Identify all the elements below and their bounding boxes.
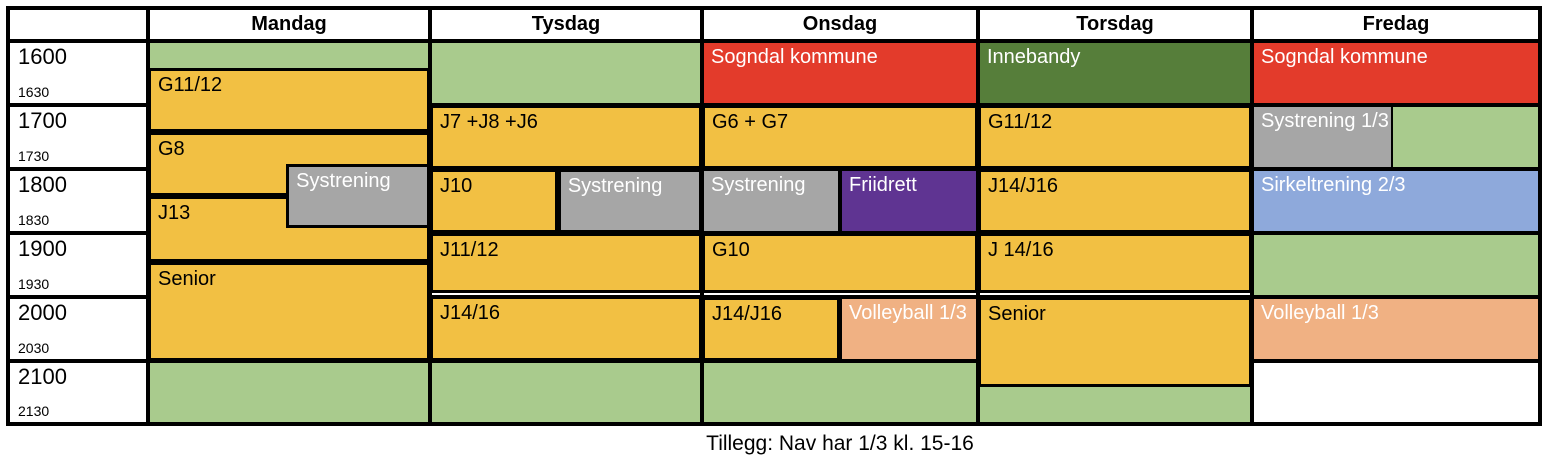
event-j14-j16: J14/J16 bbox=[978, 169, 1252, 233]
time-cell-1900: 1900 1930 bbox=[10, 235, 146, 295]
event-label: J14/J16 bbox=[988, 175, 1059, 197]
time-label-half: 1930 bbox=[18, 276, 50, 292]
column-tysdag: J7 +J8 +J6 J10 Systrening J11/12 J14/16 bbox=[430, 41, 702, 424]
cell-tysdag-2100 bbox=[432, 363, 700, 422]
event-label: J 14/16 bbox=[988, 239, 1054, 261]
event-label: Systrening bbox=[567, 175, 663, 197]
event-label: Sirkeltrening 2/3 bbox=[1261, 174, 1406, 196]
column-torsdag: Innebandy G11/12 J14/J16 J 14/16 Senior bbox=[978, 41, 1252, 424]
day-header-fredag: Fredag bbox=[1254, 10, 1538, 39]
event-label: G10 bbox=[712, 239, 750, 261]
time-label-half: 1830 bbox=[18, 212, 50, 228]
event-label: J11/12 bbox=[440, 239, 499, 261]
cell-mandag-2100 bbox=[150, 363, 428, 422]
cell-onsdag-2100 bbox=[704, 363, 976, 422]
event-label: Innebandy bbox=[987, 46, 1081, 68]
footer-note: Tillegg: Nav har 1/3 kl. 15-16 bbox=[706, 432, 974, 455]
event-label: Systrening bbox=[296, 169, 391, 192]
event-j14-16: J14/16 bbox=[430, 295, 702, 361]
event-label: G11/12 bbox=[988, 111, 1053, 133]
event-label: Systrening 1/3 bbox=[1261, 110, 1389, 132]
column-onsdag: Sogndal kommune G6 + G7 Systrening Friidret… bbox=[702, 41, 978, 424]
event-label: G6 + G7 bbox=[712, 111, 789, 133]
time-label-half: 2030 bbox=[18, 340, 50, 356]
event-j14-j16: J14/J16 bbox=[702, 297, 840, 361]
time-label-hour: 1800 bbox=[18, 172, 67, 197]
event-label: G8 bbox=[158, 137, 185, 160]
event-label: J14/16 bbox=[440, 301, 501, 324]
column-fredag: Sogndal kommune Sirkeltrening 2/3 Volleyba… bbox=[1252, 41, 1540, 424]
day-header-mandag: Mandag bbox=[150, 10, 428, 39]
event-g11-12: G11/12 bbox=[978, 105, 1252, 169]
cell-fredag-1900 bbox=[1254, 235, 1538, 295]
event-friidrett: Friidrett bbox=[840, 169, 978, 233]
time-label-hour: 1600 bbox=[18, 44, 67, 69]
event-systrening: Systrening bbox=[557, 169, 702, 233]
event-innebandy: Innebandy bbox=[980, 43, 1250, 103]
time-cell-2000: 2000 2030 bbox=[10, 299, 146, 359]
day-header-torsdag: Torsdag bbox=[980, 10, 1250, 39]
event-volleyball-1-3: Volleyball 1/3 bbox=[1254, 299, 1538, 359]
time-label-half: 2130 bbox=[18, 403, 50, 419]
event-label: Senior bbox=[988, 303, 1046, 325]
event-systrening: Systrening bbox=[702, 169, 840, 233]
event-g6-g7: G6 + G7 bbox=[702, 105, 978, 169]
cell-fredag-2100 bbox=[1254, 363, 1538, 422]
event-j7-j8-j6: J7 +J8 +J6 bbox=[430, 105, 702, 169]
event-senior: Senior bbox=[978, 297, 1252, 387]
event-g10: G10 bbox=[702, 233, 978, 293]
time-label-hour: 1700 bbox=[18, 108, 67, 133]
time-label-hour: 1900 bbox=[18, 236, 67, 261]
time-label-half: 1630 bbox=[18, 84, 50, 100]
event-sogndal-kommune: Sogndal kommune bbox=[704, 43, 976, 103]
time-cell-2100: 2100 2130 bbox=[10, 363, 146, 422]
event-g11-12: G11/12 bbox=[148, 67, 430, 132]
time-cell-1600: 1600 1630 bbox=[10, 43, 146, 103]
cell-tysdag-1600 bbox=[432, 43, 700, 103]
column-mandag: G11/12 G8 J13 Senior Systrening bbox=[148, 41, 430, 424]
event-sirkeltrening-2-3: Sirkeltrening 2/3 bbox=[1254, 171, 1538, 231]
event-label: G11/12 bbox=[158, 73, 223, 96]
time-cell-1800: 1800 1830 bbox=[10, 171, 146, 231]
weekly-schedule-table: Mandag Tysdag Onsdag Torsdag Fredag 1600 1630 1… bbox=[6, 6, 1542, 426]
corner-cell bbox=[10, 10, 146, 39]
event-systrening: Systrening bbox=[286, 163, 430, 228]
event-sogndal-kommune: Sogndal kommune bbox=[1254, 43, 1538, 103]
day-header-onsdag: Onsdag bbox=[704, 10, 976, 39]
event-label: J14/J16 bbox=[712, 303, 783, 325]
event-j11-12: J11/12 bbox=[430, 233, 702, 293]
time-label-hour: 2000 bbox=[18, 300, 67, 325]
event-label: J13 bbox=[158, 201, 191, 224]
event-label: Senior bbox=[158, 267, 216, 290]
day-header-tysdag: Tysdag bbox=[432, 10, 700, 39]
time-label-hour: 2100 bbox=[18, 364, 67, 389]
event-label: Volleyball 1/3 bbox=[849, 302, 967, 324]
event-systrening-1-3: Systrening 1/3 bbox=[1252, 105, 1394, 169]
event-volleyball-1-3: Volleyball 1/3 bbox=[840, 297, 978, 361]
event-j-14-16: J 14/16 bbox=[978, 233, 1252, 293]
event-label: Sogndal kommune bbox=[1261, 46, 1428, 68]
event-label: J10 bbox=[440, 175, 473, 197]
time-cell-1700: 1700 1730 bbox=[10, 107, 146, 167]
time-label-half: 1730 bbox=[18, 148, 50, 164]
event-label: Volleyball 1/3 bbox=[1261, 302, 1379, 324]
event-label: Sogndal kommune bbox=[711, 46, 878, 68]
event-label: Friidrett bbox=[849, 174, 917, 196]
event-label: J7 +J8 +J6 bbox=[440, 111, 538, 133]
event-label: Systrening bbox=[711, 174, 806, 196]
event-senior: Senior bbox=[148, 261, 430, 361]
event-j10: J10 bbox=[430, 169, 558, 233]
